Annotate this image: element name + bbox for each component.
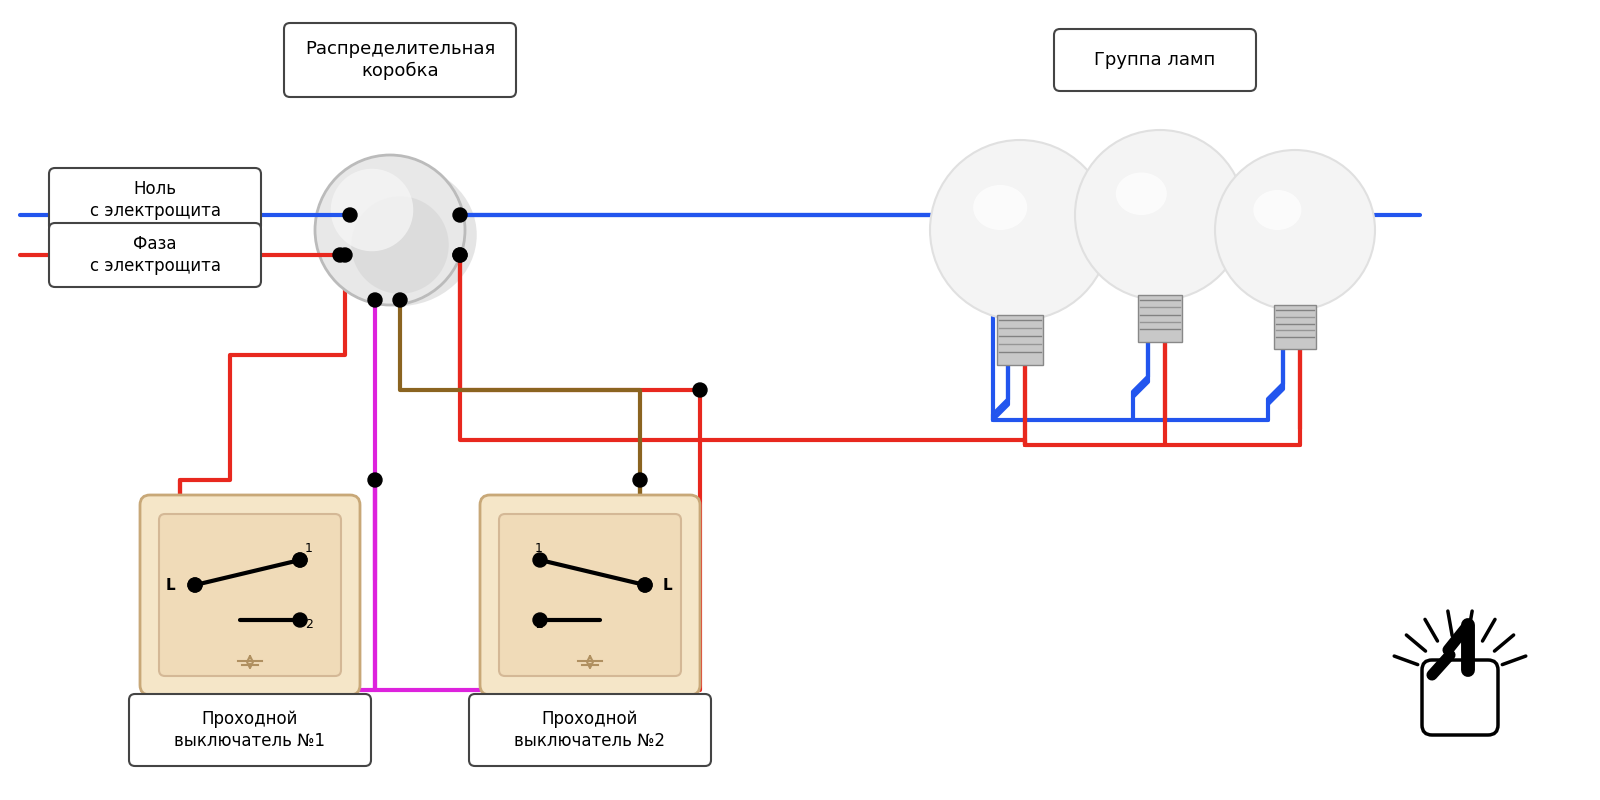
FancyBboxPatch shape — [1422, 660, 1498, 735]
Circle shape — [1214, 150, 1374, 310]
FancyBboxPatch shape — [50, 168, 261, 232]
Text: Ноль
с электрощита: Ноль с электрощита — [90, 180, 221, 220]
Text: L: L — [165, 578, 174, 593]
Text: Проходной
выключатель №2: Проходной выключатель №2 — [515, 710, 666, 750]
FancyBboxPatch shape — [285, 23, 515, 97]
Circle shape — [293, 553, 307, 567]
Circle shape — [1075, 130, 1245, 300]
Ellipse shape — [1253, 190, 1301, 230]
Text: 2: 2 — [534, 618, 542, 631]
Text: 2: 2 — [306, 618, 314, 631]
FancyBboxPatch shape — [480, 495, 701, 695]
FancyBboxPatch shape — [1274, 305, 1315, 349]
FancyBboxPatch shape — [158, 514, 341, 676]
Circle shape — [638, 578, 653, 592]
Circle shape — [333, 248, 347, 262]
FancyBboxPatch shape — [141, 495, 360, 695]
Circle shape — [331, 169, 413, 251]
Circle shape — [368, 473, 382, 487]
Circle shape — [293, 553, 307, 567]
Circle shape — [634, 473, 646, 487]
Circle shape — [533, 553, 547, 567]
FancyBboxPatch shape — [469, 694, 710, 766]
Circle shape — [293, 613, 307, 627]
Text: L: L — [662, 578, 672, 593]
FancyBboxPatch shape — [499, 514, 682, 676]
Circle shape — [189, 578, 202, 592]
Circle shape — [394, 293, 406, 307]
Text: Распределительная
коробка: Распределительная коробка — [306, 40, 494, 80]
Circle shape — [453, 208, 467, 222]
Text: Группа ламп: Группа ламп — [1094, 51, 1216, 69]
FancyBboxPatch shape — [1138, 295, 1182, 342]
FancyBboxPatch shape — [1054, 29, 1256, 91]
FancyBboxPatch shape — [130, 694, 371, 766]
Circle shape — [930, 140, 1110, 320]
Text: 1: 1 — [306, 542, 314, 554]
Circle shape — [342, 208, 357, 222]
Circle shape — [368, 293, 382, 307]
FancyBboxPatch shape — [50, 223, 261, 287]
Ellipse shape — [1115, 173, 1166, 215]
Circle shape — [453, 248, 467, 262]
Circle shape — [338, 248, 352, 262]
Circle shape — [189, 578, 202, 592]
Ellipse shape — [320, 164, 477, 306]
Circle shape — [453, 248, 467, 262]
Circle shape — [638, 578, 653, 592]
Text: Проходной
выключатель №1: Проходной выключатель №1 — [174, 710, 325, 750]
Circle shape — [693, 383, 707, 397]
Text: 1: 1 — [534, 542, 542, 554]
Circle shape — [533, 613, 547, 627]
Text: Фаза
с электрощита: Фаза с электрощита — [90, 235, 221, 275]
FancyBboxPatch shape — [997, 315, 1043, 365]
Circle shape — [315, 155, 466, 305]
Circle shape — [352, 196, 448, 294]
Ellipse shape — [973, 185, 1027, 230]
